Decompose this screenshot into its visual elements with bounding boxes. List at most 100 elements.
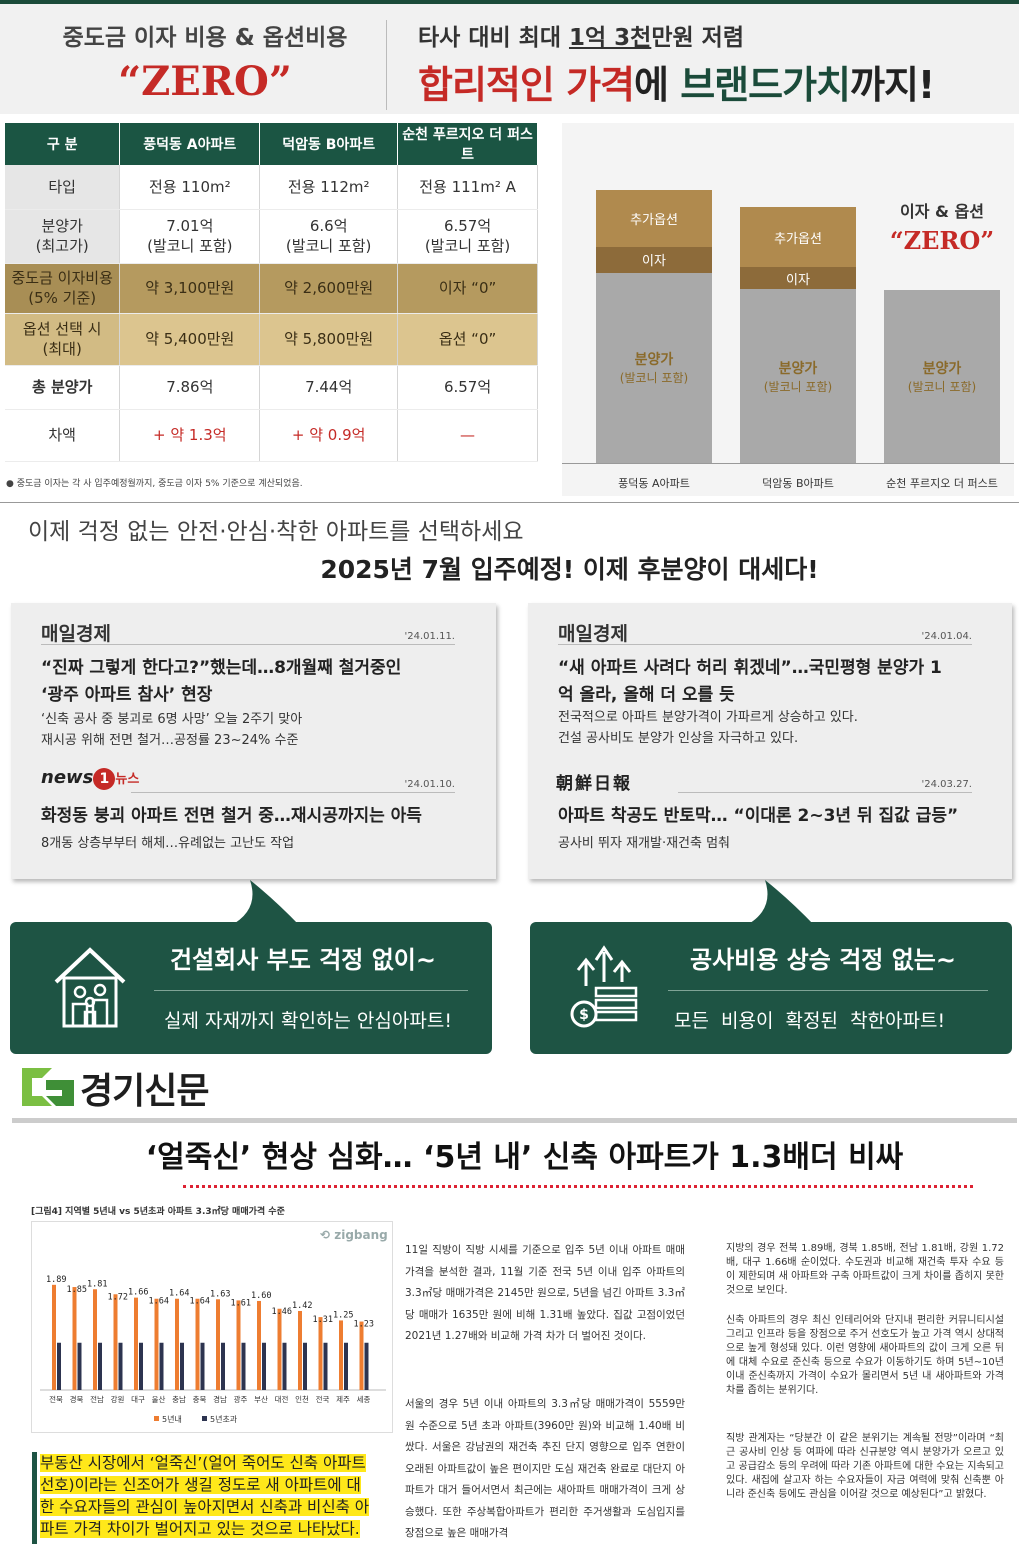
news-sub: 공사비 뛰자 재개발·재건축 멈춰 [558,836,731,851]
bar-segment-base: 분양가 (발코니 포함) [740,289,856,463]
article-col2c: 직방 관계자는 “당분간 이 같은 분위기는 계속될 전망”이라며 “최근 공사… [726,1433,1004,1500]
bar-segment-option: 추가옵션 [740,206,856,268]
tick-label: 전북 [49,1394,63,1404]
tick-label: 충북 [193,1395,207,1404]
top-bar [0,0,1019,4]
legend-label: 5년초과 [210,1414,238,1424]
header-left-title: 중도금 이자 비용 & 옵션비용 [62,25,348,51]
slogan-line1: 이제 걱정 없는 안전·안심·착한 아파트를 선택하세요 [28,519,524,545]
price-bar: 분양가 (발코니 포함) [884,133,1000,463]
table-cell: 6.57억 (발코니 포함) [397,209,538,264]
bar-5yr-within [318,1317,323,1390]
table-header-row: 구 분 풍덕동 A아파트 덕암동 B아파트 순천 푸르지오 더 퍼스트 [5,123,538,165]
table-row: 총 분양가 7.86억 7.44억 6.57억 [5,365,538,410]
data-label: 1.60 [251,1291,271,1301]
table-cell: 7.44억 [259,365,399,410]
data-label: 1.72 [108,1292,128,1302]
tick-label: 전국 [316,1394,330,1404]
article-title: ‘얼죽신’ 현상 심화… ‘5년 내’ 신축 아파트가 1.3배더 비싸 [145,1140,904,1175]
article-col1b: 서울의 경우 5년 이내 아파트의 3.3㎡당 매매가격이 5559만 원 수준… [405,1398,685,1539]
bar-segment-interest: 이자 [596,246,712,273]
banner-line [154,990,468,991]
bar-5yr-within [277,1308,282,1390]
highlight-bar [32,1452,37,1544]
news-date: '24.03.27. [678,779,972,793]
news-headline: “진짜 그렇게 한다고?”했는데…8개월째 철거중인 ‘광주 아파트 참사’ 현… [41,658,402,705]
data-label: 1.89 [46,1275,66,1285]
news-date: '24.01.04. [558,631,972,645]
table-row: 타입 전용 110m² 전용 112m² 전용 111m² A [5,165,538,210]
data-label: 1.63 [210,1289,230,1299]
bar-5yr-over [262,1342,266,1390]
table-row: 중도금 이자비용 (5% 기준) 약 3,100만원 약 2,600만원 이자 “0” [5,263,538,314]
bar-segment-option: 추가옵션 [596,190,712,247]
data-label: 1.66 [128,1288,148,1298]
banner-line [668,990,988,991]
table-cell: + 약 0.9억 [259,409,399,462]
news-headline: 아파트 착공도 반토막… “이대론 2~3년 뒤 집값 급등” [558,806,959,826]
row-label: 중도금 이자비용 (5% 기준) [5,263,121,314]
bar-segment-interest: 이자 [740,267,856,289]
header-right-line2: 합리적인 가격에 브랜드가치까지! [418,63,935,107]
tick-label: 대전 [275,1394,289,1404]
bar-5yr-over [344,1342,348,1390]
news-card-right: 매일경제 '24.01.04. “새 아파트 사려다 허리 휘겠네”…국민평형 … [528,603,1012,879]
table-cell: + 약 1.3억 [119,409,261,462]
data-label: 1.64 [190,1297,210,1307]
news-sub: 8개동 상층부부터 해체…유례없는 고난도 작업 [41,836,295,851]
slogan-line2: 2025년 7월 입주예정! 이제 후분양이 대세다! [320,555,819,584]
region-price-chart: 1.89 전북 1.85 경북 1.81 전남 1.72 강원 1.66 대구 1.64 울산 1.64… [40,1275,386,1424]
zero-caption: 이자 & 옵션 [900,202,984,221]
data-label: 1.23 [354,1320,374,1330]
bar-5yr-within [359,1321,364,1390]
header-panel [0,4,1019,114]
table-cell: 전용 111m² A [397,165,538,210]
bar-5yr-within [113,1294,118,1390]
article-col1: 11일 직방이 직방 시세를 기준으로 입주 5년 이내 아파트 매매 가격을 … [405,1244,685,1342]
bar-5yr-over [57,1342,61,1390]
table-cell: 약 5,800만원 [259,313,399,366]
chosun-logo: 朝鮮日報 [556,774,632,794]
house-family-icon [54,947,126,1028]
speech-tail-right [745,880,815,926]
article-col2: 지방의 경우 전북 1.89배, 경북 1.85배, 전남 1.81배, 강원 … [726,1243,1004,1296]
bar-5yr-over [98,1342,102,1390]
banner-sub: 실제 자재까지 확인하는 안심아파트! [164,1010,452,1032]
bar-5yr-within [339,1320,343,1390]
bar-5yr-within [175,1298,179,1390]
table-cell: 7.86억 [119,365,261,410]
tick-label: 강원 [111,1394,125,1404]
bar-5yr-over [364,1342,369,1390]
table-cell: — [397,409,538,462]
tick-label: 세종 [357,1395,371,1404]
banner-sub: 모든 비용이 확정된 착한아파트! [674,1010,946,1032]
article-highlight: 부동산 시장에서 ‘얼죽신’(얼어 죽어도 신축 아파트 선호)이라는 신조어가… [40,1454,370,1538]
table-cell: 7.01억 (발코니 포함) [119,209,261,264]
bar-5yr-within [52,1284,56,1390]
chart-baseline [562,463,1014,464]
table-header: 순천 푸르지오 더 퍼스트 [397,123,538,165]
banner-main: 공사비용 상승 걱정 없는~ [690,946,956,974]
bar-5yr-within [195,1298,200,1390]
publisher: 매일경제 [558,623,628,645]
news-date: '24.01.11. [41,631,455,645]
table-header: 구 분 [5,123,121,165]
zigbang-logo: ⟲ zigbang [320,1228,388,1242]
table-cell: 약 2,600만원 [259,263,399,314]
price-bar: 분양가 (발코니 포함) 이자 추가옵션 [596,133,712,463]
row-label: 총 분양가 [5,365,121,410]
bar-5yr-within [72,1287,77,1390]
bar-5yr-over [159,1342,164,1390]
tick-label: 경남 [213,1394,227,1404]
table-cell: 6.57억 [397,365,538,410]
data-label: 1.85 [67,1285,87,1295]
tick-label: 울산 [152,1394,166,1404]
title-underline [183,1184,973,1188]
zero-big: “ZERO” [889,226,995,255]
tick-label: 제주 [336,1395,350,1404]
table-cell: 이자 “0” [397,263,538,314]
table-header: 풍덕동 A아파트 [119,123,261,165]
data-label: 1.64 [169,1289,189,1299]
bar-5yr-within [236,1300,241,1390]
tick-label: 전남 [90,1394,104,1404]
